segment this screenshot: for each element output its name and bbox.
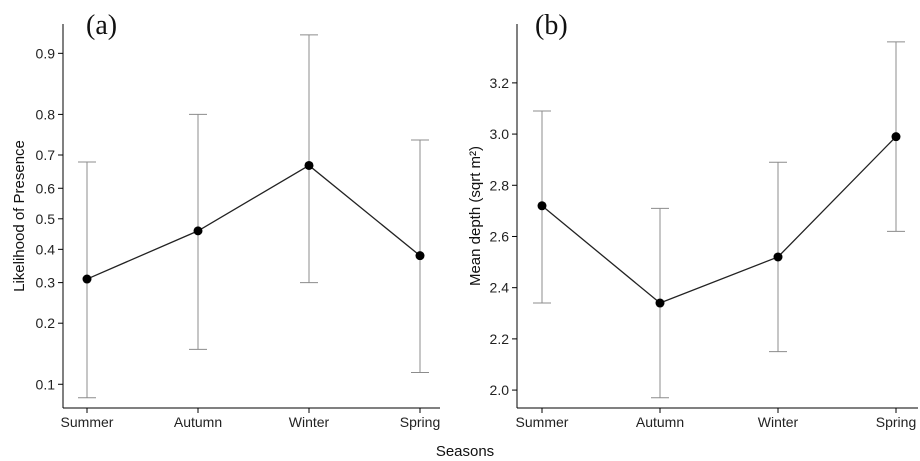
shared-x-axis-title: Seasons bbox=[436, 443, 494, 460]
y-tick-label: 2.0 bbox=[490, 382, 510, 398]
data-point bbox=[193, 226, 203, 236]
data-point bbox=[82, 274, 92, 284]
x-tick-label: Spring bbox=[400, 414, 440, 430]
x-tick-label: Autumn bbox=[636, 414, 684, 430]
x-tick-label: Summer bbox=[516, 414, 569, 430]
x-tick-label: Summer bbox=[61, 414, 114, 430]
panel-b: 2.0 2.2 2.4 2.6 2.8 3.0 3.2 Summer Autumn Winter S… bbox=[467, 10, 918, 430]
y-tick-label: 2.8 bbox=[490, 177, 510, 193]
y-tick-label: 0.5 bbox=[36, 211, 56, 227]
data-point bbox=[415, 251, 425, 261]
y-tick-label: 0.6 bbox=[36, 180, 56, 196]
data-point bbox=[773, 252, 783, 262]
data-point bbox=[537, 201, 547, 211]
panel-label: (b) bbox=[535, 10, 568, 41]
y-tick-label: 2.6 bbox=[490, 228, 510, 244]
y-tick-label: 0.1 bbox=[36, 376, 56, 392]
series-line bbox=[86, 164, 421, 280]
data-point bbox=[891, 132, 901, 142]
data-point bbox=[655, 298, 665, 308]
y-axis-title: Likelihood of Presence bbox=[11, 140, 28, 292]
x-tick-label: Winter bbox=[289, 414, 330, 430]
y-tick-label: 0.8 bbox=[36, 106, 56, 122]
y-tick-label: 0.2 bbox=[36, 315, 56, 331]
y-axis-title: Mean depth (sqrt m²) bbox=[467, 146, 484, 286]
y-tick-label: 3.2 bbox=[490, 75, 510, 91]
y-tick-label: 3.0 bbox=[490, 126, 510, 142]
series-line bbox=[541, 136, 897, 304]
panel-label: (a) bbox=[86, 10, 117, 41]
y-tick-label: 0.9 bbox=[36, 45, 56, 61]
y-tick-label: 0.3 bbox=[36, 275, 56, 291]
data-point bbox=[304, 160, 314, 170]
x-tick-label: Winter bbox=[758, 414, 799, 430]
x-tick-label: Autumn bbox=[174, 414, 222, 430]
y-tick-label: 2.2 bbox=[490, 331, 510, 347]
y-tick-label: 0.7 bbox=[36, 147, 56, 163]
panel-a: 0.1 0.2 0.3 0.4 0.5 0.6 0.7 0.8 0.9 Summer Autumn W… bbox=[11, 10, 440, 430]
x-tick-label: Spring bbox=[876, 414, 916, 430]
y-tick-label: 2.4 bbox=[490, 280, 510, 296]
y-tick-label: 0.4 bbox=[36, 241, 56, 257]
